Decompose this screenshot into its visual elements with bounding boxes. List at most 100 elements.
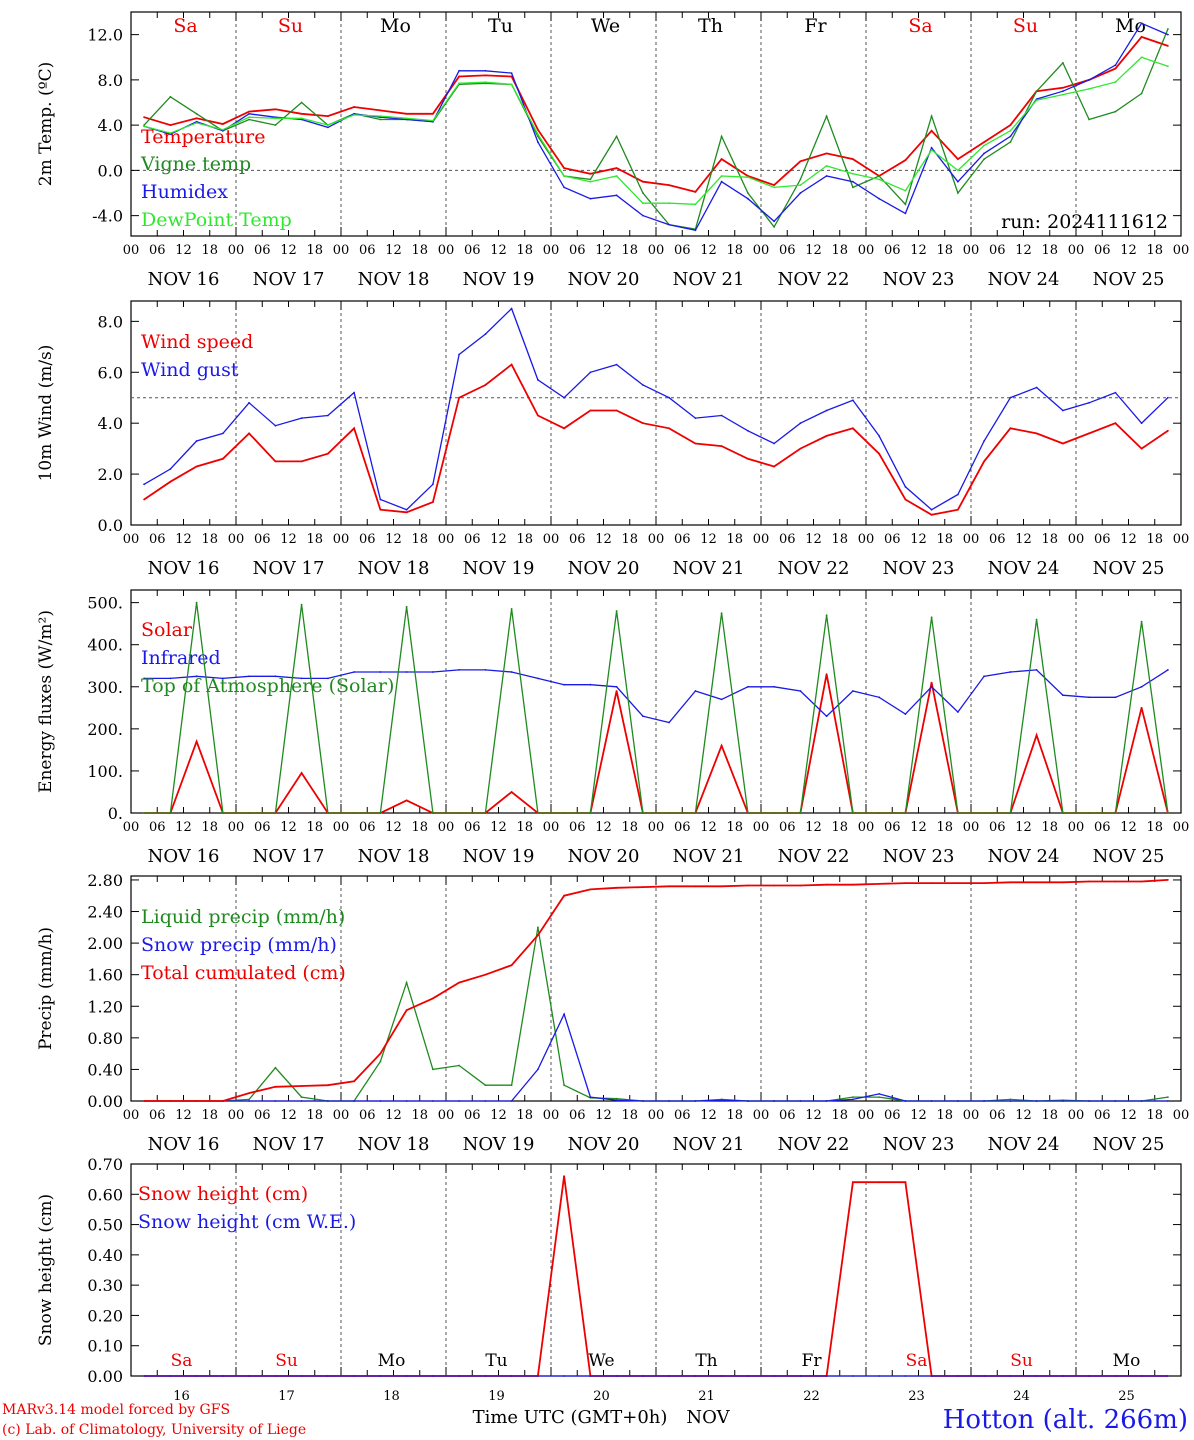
data-point — [1114, 110, 1117, 113]
data-point — [563, 812, 565, 814]
data-point — [405, 1375, 408, 1377]
data-point — [563, 175, 565, 177]
day-of-week-label: Tu — [488, 15, 513, 37]
data-point — [904, 159, 907, 162]
data-point — [379, 118, 382, 121]
data-point — [642, 886, 644, 888]
data-point — [957, 711, 959, 713]
hour-label: 18 — [201, 532, 218, 547]
data-point — [930, 882, 933, 884]
data-point — [195, 1100, 198, 1102]
y-tick-label: 0.10 — [87, 1337, 123, 1356]
data-point — [747, 884, 749, 887]
data-point — [458, 353, 460, 356]
hour-label: 06 — [464, 1108, 481, 1123]
hour-label: 06 — [149, 1108, 166, 1123]
date-label: NOV 24 — [988, 846, 1060, 867]
hour-label: 12 — [175, 532, 192, 547]
series-line-4 — [143, 56, 1169, 205]
y-tick-label: 4.0 — [98, 414, 123, 433]
y-tick-label: 500. — [87, 594, 123, 613]
data-point — [825, 165, 828, 167]
hour-label: 06 — [149, 532, 166, 547]
data-point — [563, 1013, 565, 1016]
data-point — [904, 485, 907, 488]
date-label: NOV 19 — [463, 558, 535, 579]
data-point — [1062, 409, 1064, 412]
panel-2: 8.0 6.0 4.0 2.0 0.0 10m Wind (m/s) 00 06 12 18 00 0… — [36, 300, 1189, 579]
hour-label: 18 — [726, 532, 743, 547]
data-point — [930, 1375, 933, 1377]
y-tick-label: 8.0 — [98, 312, 123, 331]
hour-label: 06 — [254, 820, 271, 835]
date-label: NOV 25 — [1093, 558, 1165, 579]
hour-label: 18 — [516, 1108, 533, 1123]
data-point — [720, 175, 723, 177]
data-point — [405, 508, 408, 511]
y-tick-label: 2.00 — [87, 934, 123, 953]
date-label: NOV 20 — [568, 558, 640, 579]
data-point — [1009, 812, 1012, 814]
data-point — [589, 812, 592, 814]
data-point — [615, 685, 618, 688]
legend-entry: Wind gust — [141, 359, 239, 381]
data-point — [432, 112, 434, 115]
series-line-2 — [143, 28, 1169, 230]
y-axis-label: 10m Wind (m/s) — [36, 345, 56, 482]
data-point — [878, 452, 880, 455]
hour-label: 06 — [884, 243, 901, 258]
hour-label: 12 — [1015, 532, 1032, 547]
hour-label: 18 — [1041, 532, 1058, 547]
date-label: NOV 21 — [673, 846, 745, 867]
data-point — [222, 812, 224, 814]
data-point — [1167, 1375, 1169, 1377]
data-point — [563, 1084, 565, 1087]
data-point — [773, 186, 775, 189]
data-point — [983, 1100, 985, 1102]
data-point — [747, 1375, 749, 1377]
data-point — [1140, 56, 1143, 59]
hour-label: 06 — [674, 820, 691, 835]
hour-label: 00 — [123, 243, 140, 258]
data-point — [1167, 812, 1169, 814]
data-point — [957, 493, 959, 496]
data-point — [274, 812, 277, 814]
data-point — [1035, 99, 1038, 102]
data-point — [1062, 812, 1064, 814]
hour-label: 18 — [516, 243, 533, 258]
hour-label: 18 — [411, 820, 428, 835]
y-axis-label: Precip (mm/h) — [36, 927, 56, 1050]
hour-label: 06 — [779, 532, 796, 547]
data-point — [983, 144, 985, 147]
hour-label: 00 — [228, 243, 245, 258]
hour-label: 00 — [438, 1108, 455, 1123]
data-point — [957, 508, 959, 511]
hour-label: 12 — [595, 820, 612, 835]
data-point — [1140, 706, 1143, 709]
data-point — [668, 184, 670, 187]
data-point — [353, 671, 355, 673]
data-point — [484, 333, 487, 335]
hour-label: 18 — [621, 820, 638, 835]
data-point — [248, 116, 251, 119]
data-point — [1035, 881, 1038, 884]
date-label: NOV 25 — [1093, 1134, 1165, 1155]
hour-label: 00 — [753, 243, 770, 258]
data-point — [327, 414, 329, 417]
data-point — [1114, 1375, 1117, 1377]
hour-label: 06 — [254, 532, 271, 547]
data-point — [379, 1100, 382, 1102]
data-point — [878, 1181, 880, 1184]
data-point — [327, 452, 329, 455]
data-point — [274, 1375, 277, 1377]
data-point — [248, 110, 251, 113]
hour-label: 00 — [1068, 532, 1085, 547]
hour-label: 12 — [1120, 1108, 1137, 1123]
data-point — [1062, 62, 1064, 64]
hour-label: 12 — [1120, 532, 1137, 547]
data-point — [720, 180, 723, 183]
data-point — [300, 112, 303, 115]
data-point — [327, 1100, 329, 1102]
legend-entry: Vigne temp — [140, 153, 251, 175]
data-point — [694, 812, 697, 814]
